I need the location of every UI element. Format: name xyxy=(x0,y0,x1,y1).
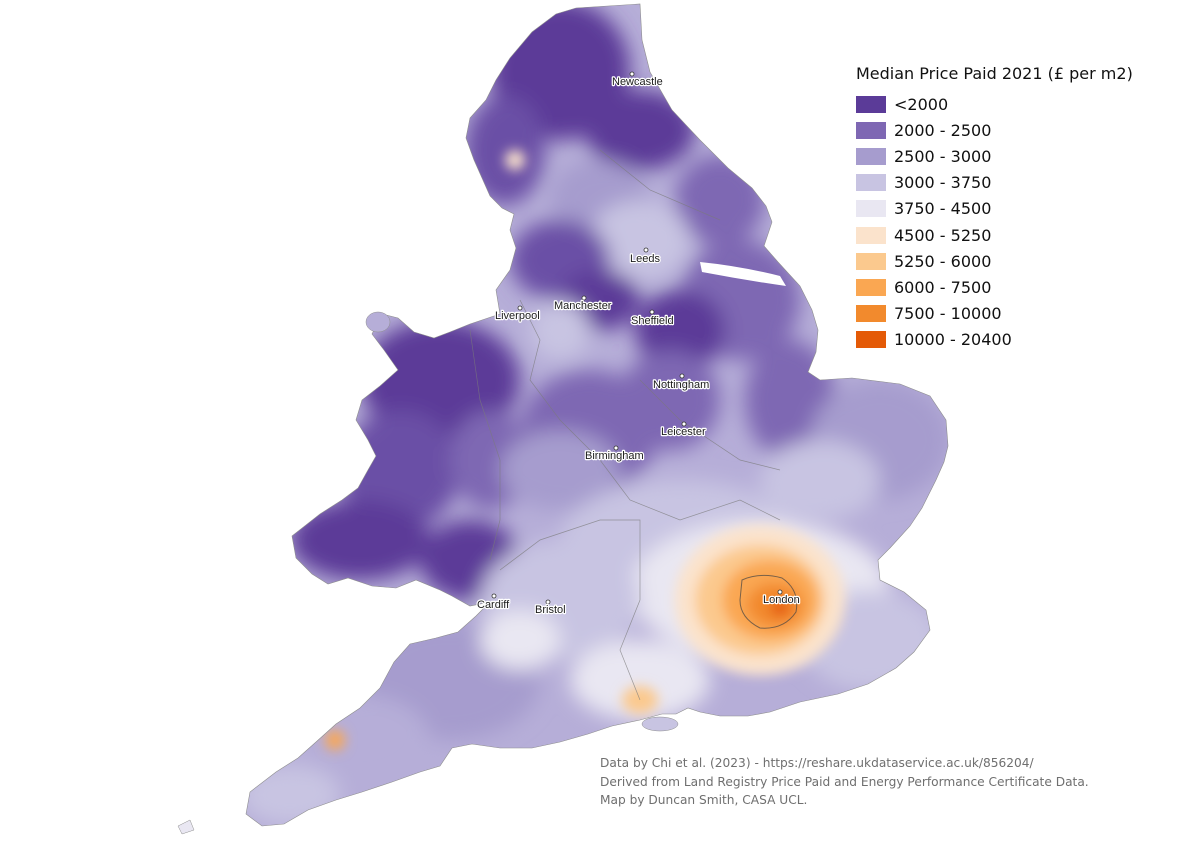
legend-swatch xyxy=(856,174,886,192)
legend-row: 6000 - 7500 xyxy=(856,274,1156,300)
legend-swatch xyxy=(856,95,886,113)
label-manchester: Manchester xyxy=(554,300,612,312)
islands xyxy=(177,311,679,835)
legend-label: 3750 - 4500 xyxy=(894,199,992,219)
label-newcastle: Newcastle xyxy=(612,76,663,88)
legend-swatch xyxy=(856,200,886,218)
label-birmingham: Birmingham xyxy=(585,450,644,462)
city-labels: Newcastle Leeds Manchester Liverpool She… xyxy=(476,75,801,617)
england-wales-landmass xyxy=(246,4,948,826)
label-sheffield: Sheffield xyxy=(631,315,674,327)
region-boundaries xyxy=(469,149,798,701)
legend-row: 4500 - 5250 xyxy=(856,222,1156,248)
legend-label: 10000 - 20400 xyxy=(894,330,1012,350)
legend-row: 5250 - 6000 xyxy=(856,248,1156,274)
legend-swatch xyxy=(856,331,886,349)
map-legend: Median Price Paid 2021 (£ per m2) <2000 … xyxy=(856,64,1156,353)
credit-derivation: Derived from Land Registry Price Paid an… xyxy=(600,774,1089,789)
legend-label: 5250 - 6000 xyxy=(894,251,992,271)
map-credits: Data by Chi et al. (2023) - https://resh… xyxy=(600,754,1089,810)
legend-label: 6000 - 7500 xyxy=(894,277,992,297)
label-leicester: Leicester xyxy=(661,426,706,438)
legend-label: 2000 - 2500 xyxy=(894,120,992,140)
legend-row: <2000 xyxy=(856,91,1156,117)
city-markers xyxy=(491,71,783,605)
legend-rows: <2000 2000 - 2500 2500 - 3000 3000 - 375… xyxy=(856,91,1156,353)
legend-row: 3000 - 3750 xyxy=(856,170,1156,196)
legend-row: 10000 - 20400 xyxy=(856,327,1156,353)
england-wales-outline xyxy=(245,3,949,827)
credit-author: Map by Duncan Smith, CASA UCL. xyxy=(600,793,808,807)
label-cardiff: Cardiff xyxy=(477,599,510,611)
legend-row: 7500 - 10000 xyxy=(856,301,1156,327)
label-bristol: Bristol xyxy=(535,604,566,616)
legend-row: 2000 - 2500 xyxy=(856,117,1156,143)
label-liverpool: Liverpool xyxy=(495,310,540,322)
credit-data-source: Data by Chi et al. (2023) - https://resh… xyxy=(600,756,1034,770)
legend-label: <2000 xyxy=(894,94,949,114)
regional-price-tints xyxy=(246,4,948,825)
legend-swatch xyxy=(856,121,886,139)
legend-swatch xyxy=(856,147,886,165)
legend-swatch xyxy=(856,226,886,244)
legend-row: 2500 - 3000 xyxy=(856,143,1156,169)
label-nottingham: Nottingham xyxy=(653,379,709,391)
london-price-hotspot xyxy=(325,150,845,750)
legend-label: 2500 - 3000 xyxy=(894,146,992,166)
legend-swatch xyxy=(856,278,886,296)
legend-label: 3000 - 3750 xyxy=(894,173,992,193)
label-london: London xyxy=(763,594,800,606)
legend-title: Median Price Paid 2021 (£ per m2) xyxy=(856,64,1133,83)
legend-label: 7500 - 10000 xyxy=(894,304,1002,324)
legend-swatch xyxy=(856,305,886,323)
legend-swatch xyxy=(856,252,886,270)
legend-label: 4500 - 5250 xyxy=(894,225,992,245)
label-leeds: Leeds xyxy=(630,253,660,265)
legend-row: 3750 - 4500 xyxy=(856,196,1156,222)
